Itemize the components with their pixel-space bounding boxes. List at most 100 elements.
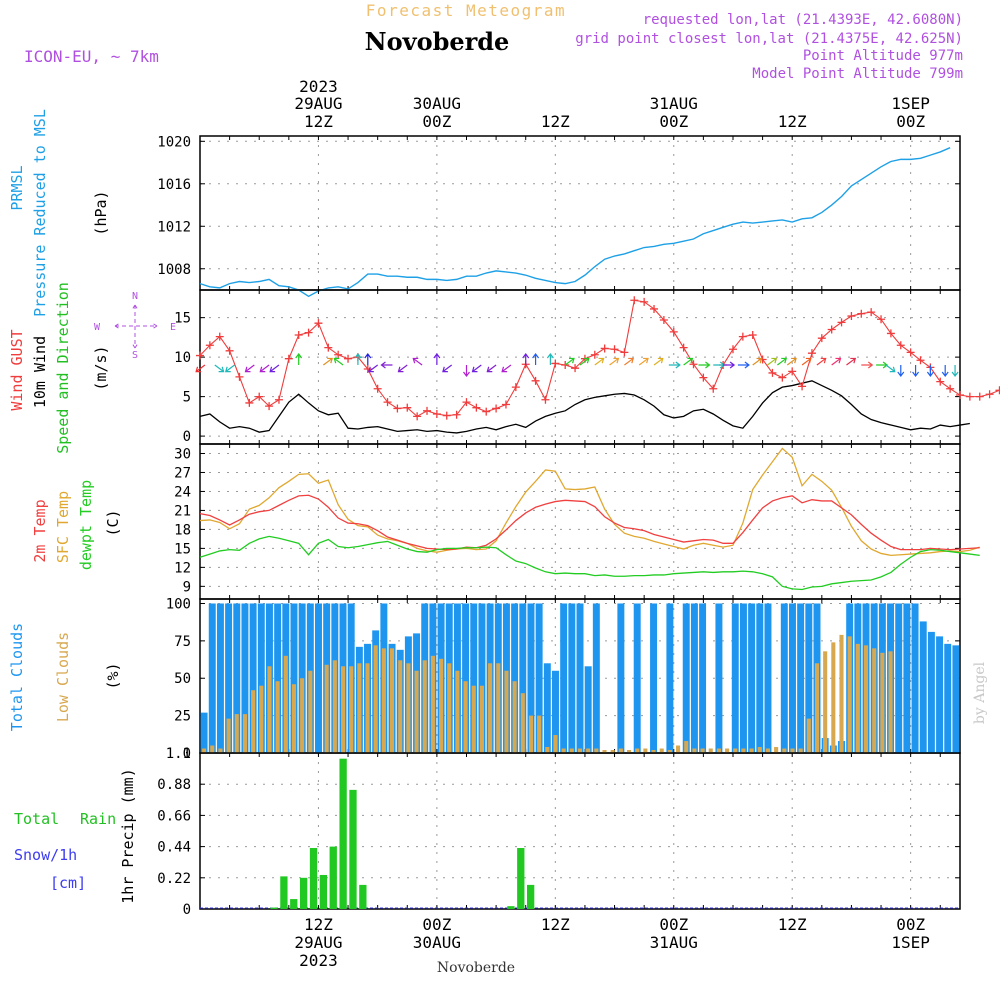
low-cloud-bar	[259, 685, 264, 753]
total-cloud-bar	[715, 603, 723, 753]
top-hour-label: 00Z	[659, 112, 688, 131]
bottom-year-label: 2023	[299, 951, 338, 970]
low-cloud-bar	[774, 747, 779, 753]
model-name: ICON-EU, ~ 7km	[24, 47, 159, 66]
y-tick-label: 0.66	[157, 808, 191, 824]
bottom-hour-label: 00Z	[659, 915, 688, 934]
pressure-unit: (hPa)	[92, 190, 110, 235]
total-cloud-bar	[200, 712, 208, 753]
pressure-label-2: Pressure Reduced to MSL	[31, 109, 49, 317]
y-tick-label: 0.44	[157, 840, 191, 856]
pressure-panel-frame	[199, 135, 961, 291]
wind-direction-arrow	[941, 365, 949, 378]
y-tick-label: 1008	[157, 262, 191, 278]
wind-direction-arrow	[269, 364, 280, 373]
wind-direction-arrow	[816, 357, 827, 366]
total-cloud-bar	[208, 603, 216, 753]
y-tick-label: 25	[174, 709, 191, 725]
y-tick-label: 100	[166, 596, 191, 612]
wind-speed-dir-label: Speed and Direction	[54, 282, 72, 454]
rain-bar	[339, 758, 347, 909]
gust-marker	[225, 346, 234, 355]
gust-line	[199, 299, 1000, 418]
total-cloud-bar	[780, 603, 788, 753]
total-cloud-bar	[936, 636, 944, 753]
top-hour-label: 00Z	[422, 112, 451, 131]
wind-direction-arrow	[786, 357, 797, 366]
rain-bar	[299, 877, 308, 909]
gust-marker	[936, 377, 945, 386]
gust-marker	[403, 403, 412, 412]
total-cloud-bar	[739, 603, 747, 753]
compass-n: N	[132, 291, 138, 302]
gust-marker	[640, 297, 649, 306]
total-cloud-bar	[895, 603, 903, 753]
gust-marker	[620, 348, 629, 357]
total-cloud-bar	[462, 603, 470, 753]
top-date-label: 31AUG	[650, 94, 698, 113]
wind-direction-arrow	[624, 357, 635, 366]
low-cloud-bar	[610, 750, 615, 753]
total-cloud-bar	[682, 603, 690, 753]
low-cloud-bar	[357, 663, 362, 753]
total-cloud-bar	[952, 645, 960, 753]
gust-marker	[659, 316, 668, 325]
low-cloud-bar	[373, 645, 378, 753]
gust-marker	[906, 348, 915, 357]
gust-marker	[294, 331, 303, 340]
low-cloud-bar	[332, 660, 337, 753]
low-cloud-bar	[528, 715, 534, 753]
rain-bar	[309, 848, 318, 909]
temp-dewpt-label: dewpt Temp	[77, 480, 95, 570]
total-cloud-bar	[919, 621, 927, 753]
low-cloud-bar	[463, 681, 468, 753]
compass-icon	[114, 304, 158, 349]
wind-direction-arrow	[594, 357, 605, 366]
rain-bar	[329, 846, 337, 909]
low-cloud-bar	[210, 745, 215, 753]
wind-direction-arrow	[295, 353, 303, 366]
total-cloud-bar	[551, 670, 559, 753]
total-cloud-bar	[560, 603, 568, 753]
wind-direction-arrow	[397, 364, 408, 373]
gust-marker	[807, 349, 816, 358]
gust-marker	[590, 350, 599, 359]
top-date-label: 29AUG	[294, 94, 342, 113]
low-cloud-bar	[586, 748, 591, 753]
gust-marker	[511, 383, 520, 392]
gust-marker	[610, 345, 619, 354]
low-cloud-bar	[708, 748, 713, 753]
total-cloud-bar	[764, 603, 772, 753]
wind-direction-arrow	[195, 364, 206, 373]
total-cloud-bar	[576, 603, 584, 753]
wind-direction-arrow	[354, 353, 362, 366]
wind-direction-arrow	[683, 357, 694, 366]
low-cloud-bar	[626, 750, 632, 753]
gust-marker	[817, 334, 826, 343]
pressure-line	[199, 147, 951, 298]
gust-marker	[363, 364, 372, 373]
wind-direction-arrow	[846, 357, 857, 366]
precip-unit: 1hr Precip (mm)	[119, 768, 137, 903]
wind-direction-arrow	[546, 353, 554, 366]
gust-marker	[877, 315, 886, 324]
y-tick-label: 15	[174, 541, 191, 557]
low-cloud-bar	[520, 693, 525, 753]
gust-marker	[462, 398, 471, 407]
wind-direction-arrow	[885, 364, 896, 373]
low-cloud-bar	[496, 663, 501, 753]
low-cloud-bar	[308, 670, 313, 753]
wind-panel-frame	[199, 289, 961, 445]
wind-direction-arrow	[801, 357, 812, 366]
dewpt-line	[199, 535, 980, 591]
gust-marker	[679, 343, 688, 352]
wind-direction-arrow	[442, 364, 453, 373]
labels: Forecast Meteogram Novoberde ICON-EU, ~ 7k…	[8, 1, 988, 976]
gust-marker	[472, 403, 481, 412]
gust-marker	[867, 308, 876, 317]
total-cloud-bar	[568, 603, 576, 753]
gust-marker	[768, 368, 777, 377]
low-cloud-bar	[863, 645, 869, 753]
low-cloud-bar	[716, 748, 721, 753]
low-cloud-bar	[880, 652, 885, 753]
